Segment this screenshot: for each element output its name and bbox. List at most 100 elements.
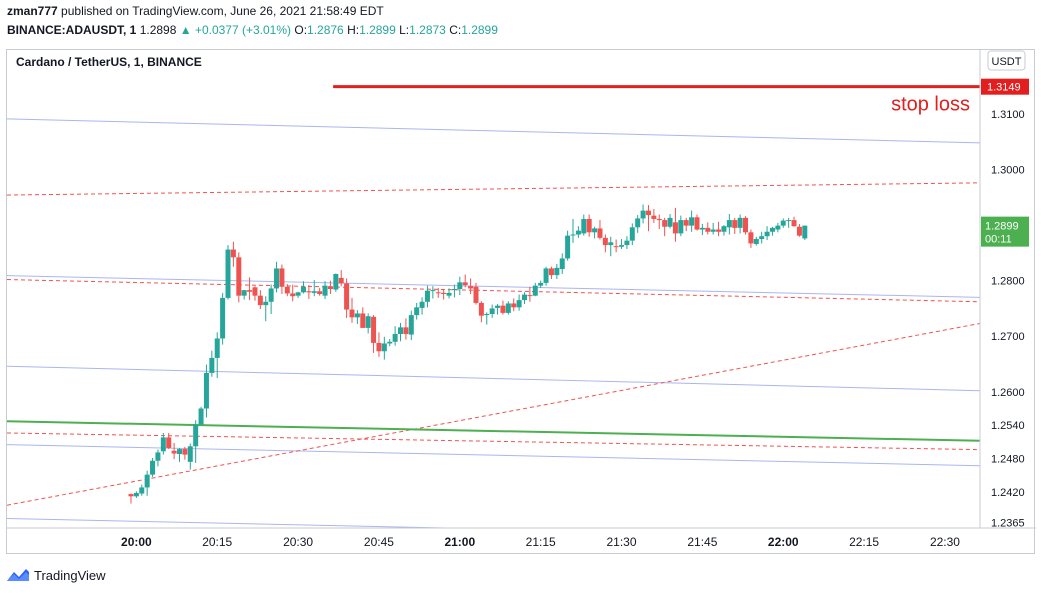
candle bbox=[441, 289, 447, 300]
candle-body bbox=[349, 309, 355, 318]
candle-body bbox=[247, 290, 253, 292]
candle-body bbox=[274, 268, 280, 289]
candle bbox=[392, 326, 398, 346]
candlestick-chart[interactable]: stop loss 1.2365 1.2420 1.2480 1.2540 1.2600… bbox=[7, 50, 1036, 555]
ohlc-legend: BINANCE:ADAUSDT, 1 1.2898 ▲ +0.0377 (+3.… bbox=[7, 23, 498, 37]
stop-loss-badge: 1.3149 bbox=[981, 78, 1029, 95]
candle-body bbox=[295, 292, 301, 296]
tradingview-brand: TradingView bbox=[34, 567, 106, 583]
candle bbox=[699, 223, 705, 236]
currency-button[interactable]: USDT bbox=[987, 50, 1026, 71]
candle bbox=[139, 484, 145, 496]
candle bbox=[635, 215, 641, 233]
candle bbox=[489, 304, 495, 318]
candle-body bbox=[672, 222, 678, 234]
candle-body bbox=[371, 316, 377, 343]
candle bbox=[435, 287, 441, 298]
candle-body bbox=[241, 290, 247, 296]
time-tick-label: 22:00 bbox=[768, 535, 799, 549]
candle bbox=[344, 278, 350, 318]
candle-body bbox=[613, 246, 619, 248]
candle-body bbox=[791, 220, 797, 227]
candle-body bbox=[457, 282, 463, 289]
candle-body bbox=[629, 227, 635, 241]
candle bbox=[451, 284, 457, 298]
publisher-name[interactable]: zman777 bbox=[7, 4, 58, 18]
channel-trendline-4 bbox=[7, 518, 447, 529]
candle bbox=[462, 274, 468, 288]
candle-body bbox=[365, 316, 371, 328]
candle-body bbox=[732, 220, 738, 228]
candle-body bbox=[743, 217, 749, 233]
candle-body bbox=[710, 229, 716, 232]
price-tick-label: 1.2700 bbox=[991, 331, 1025, 343]
tradingview-footer[interactable]: TradingView bbox=[6, 565, 106, 585]
candle-body bbox=[495, 305, 501, 308]
candle-body bbox=[144, 474, 150, 488]
candle-body bbox=[786, 220, 792, 222]
candle-body bbox=[414, 307, 420, 316]
time-axis[interactable]: 20:00 20:15 20:30 20:45 21:00 21:15 21:30 21:45… bbox=[121, 535, 960, 549]
price-axis[interactable]: 1.2365 1.2420 1.2480 1.2540 1.2600 1.2700 1.28… bbox=[981, 78, 1029, 530]
candle bbox=[645, 205, 651, 232]
candle-body bbox=[667, 217, 673, 227]
candle bbox=[608, 236, 614, 257]
candle bbox=[586, 214, 592, 237]
candle bbox=[640, 204, 646, 224]
open-value: 1.2876 bbox=[307, 23, 344, 37]
candle-body bbox=[683, 220, 689, 226]
candle-body bbox=[484, 314, 490, 316]
candle-body bbox=[726, 220, 732, 228]
candle bbox=[252, 286, 258, 301]
candle bbox=[484, 312, 490, 325]
candle bbox=[613, 239, 619, 253]
candle-body bbox=[155, 452, 161, 461]
candle bbox=[597, 220, 603, 240]
candle bbox=[349, 297, 355, 323]
candle-body bbox=[424, 290, 430, 302]
candle bbox=[241, 290, 247, 300]
time-tick-label: 22:15 bbox=[849, 535, 879, 549]
candle bbox=[554, 263, 560, 279]
candle bbox=[333, 273, 339, 292]
candle-body bbox=[187, 446, 193, 462]
candle-body bbox=[651, 215, 657, 219]
candle bbox=[268, 284, 274, 315]
candle bbox=[769, 226, 775, 236]
candle bbox=[802, 225, 808, 241]
candle bbox=[365, 313, 371, 334]
candle-body bbox=[150, 460, 156, 475]
candle bbox=[559, 253, 565, 274]
candle-body bbox=[581, 218, 587, 234]
candle-body bbox=[128, 494, 134, 497]
candle-body bbox=[802, 225, 808, 239]
candle-body bbox=[300, 286, 306, 293]
dashed-trendline-8 bbox=[7, 432, 981, 451]
candle bbox=[667, 213, 673, 229]
candle bbox=[424, 285, 430, 308]
candle-body bbox=[500, 305, 506, 313]
candle bbox=[376, 332, 382, 357]
candle-layer bbox=[128, 204, 808, 504]
candle bbox=[360, 307, 366, 328]
chart-frame[interactable]: stop loss 1.2365 1.2420 1.2480 1.2540 1.2600… bbox=[6, 49, 1036, 555]
candle bbox=[694, 214, 700, 231]
stop-loss-badge-bg bbox=[981, 78, 1029, 95]
candle-body bbox=[478, 302, 484, 316]
candle bbox=[430, 286, 436, 299]
candle bbox=[689, 210, 695, 232]
candle-body bbox=[748, 232, 754, 244]
tradingview-logo-icon bbox=[7, 569, 29, 581]
candle bbox=[705, 222, 711, 235]
candle bbox=[786, 217, 792, 228]
candle-body bbox=[505, 303, 511, 313]
candle-body bbox=[689, 217, 695, 226]
candle-body bbox=[721, 226, 727, 232]
candle-body bbox=[193, 424, 199, 447]
candle-body bbox=[263, 301, 269, 306]
candle-body bbox=[575, 230, 581, 235]
candle bbox=[796, 223, 802, 237]
time-tick-label: 20:30 bbox=[283, 535, 313, 549]
channel-trendline-0 bbox=[7, 118, 981, 144]
price-tick-label: 1.2365 bbox=[991, 517, 1025, 529]
